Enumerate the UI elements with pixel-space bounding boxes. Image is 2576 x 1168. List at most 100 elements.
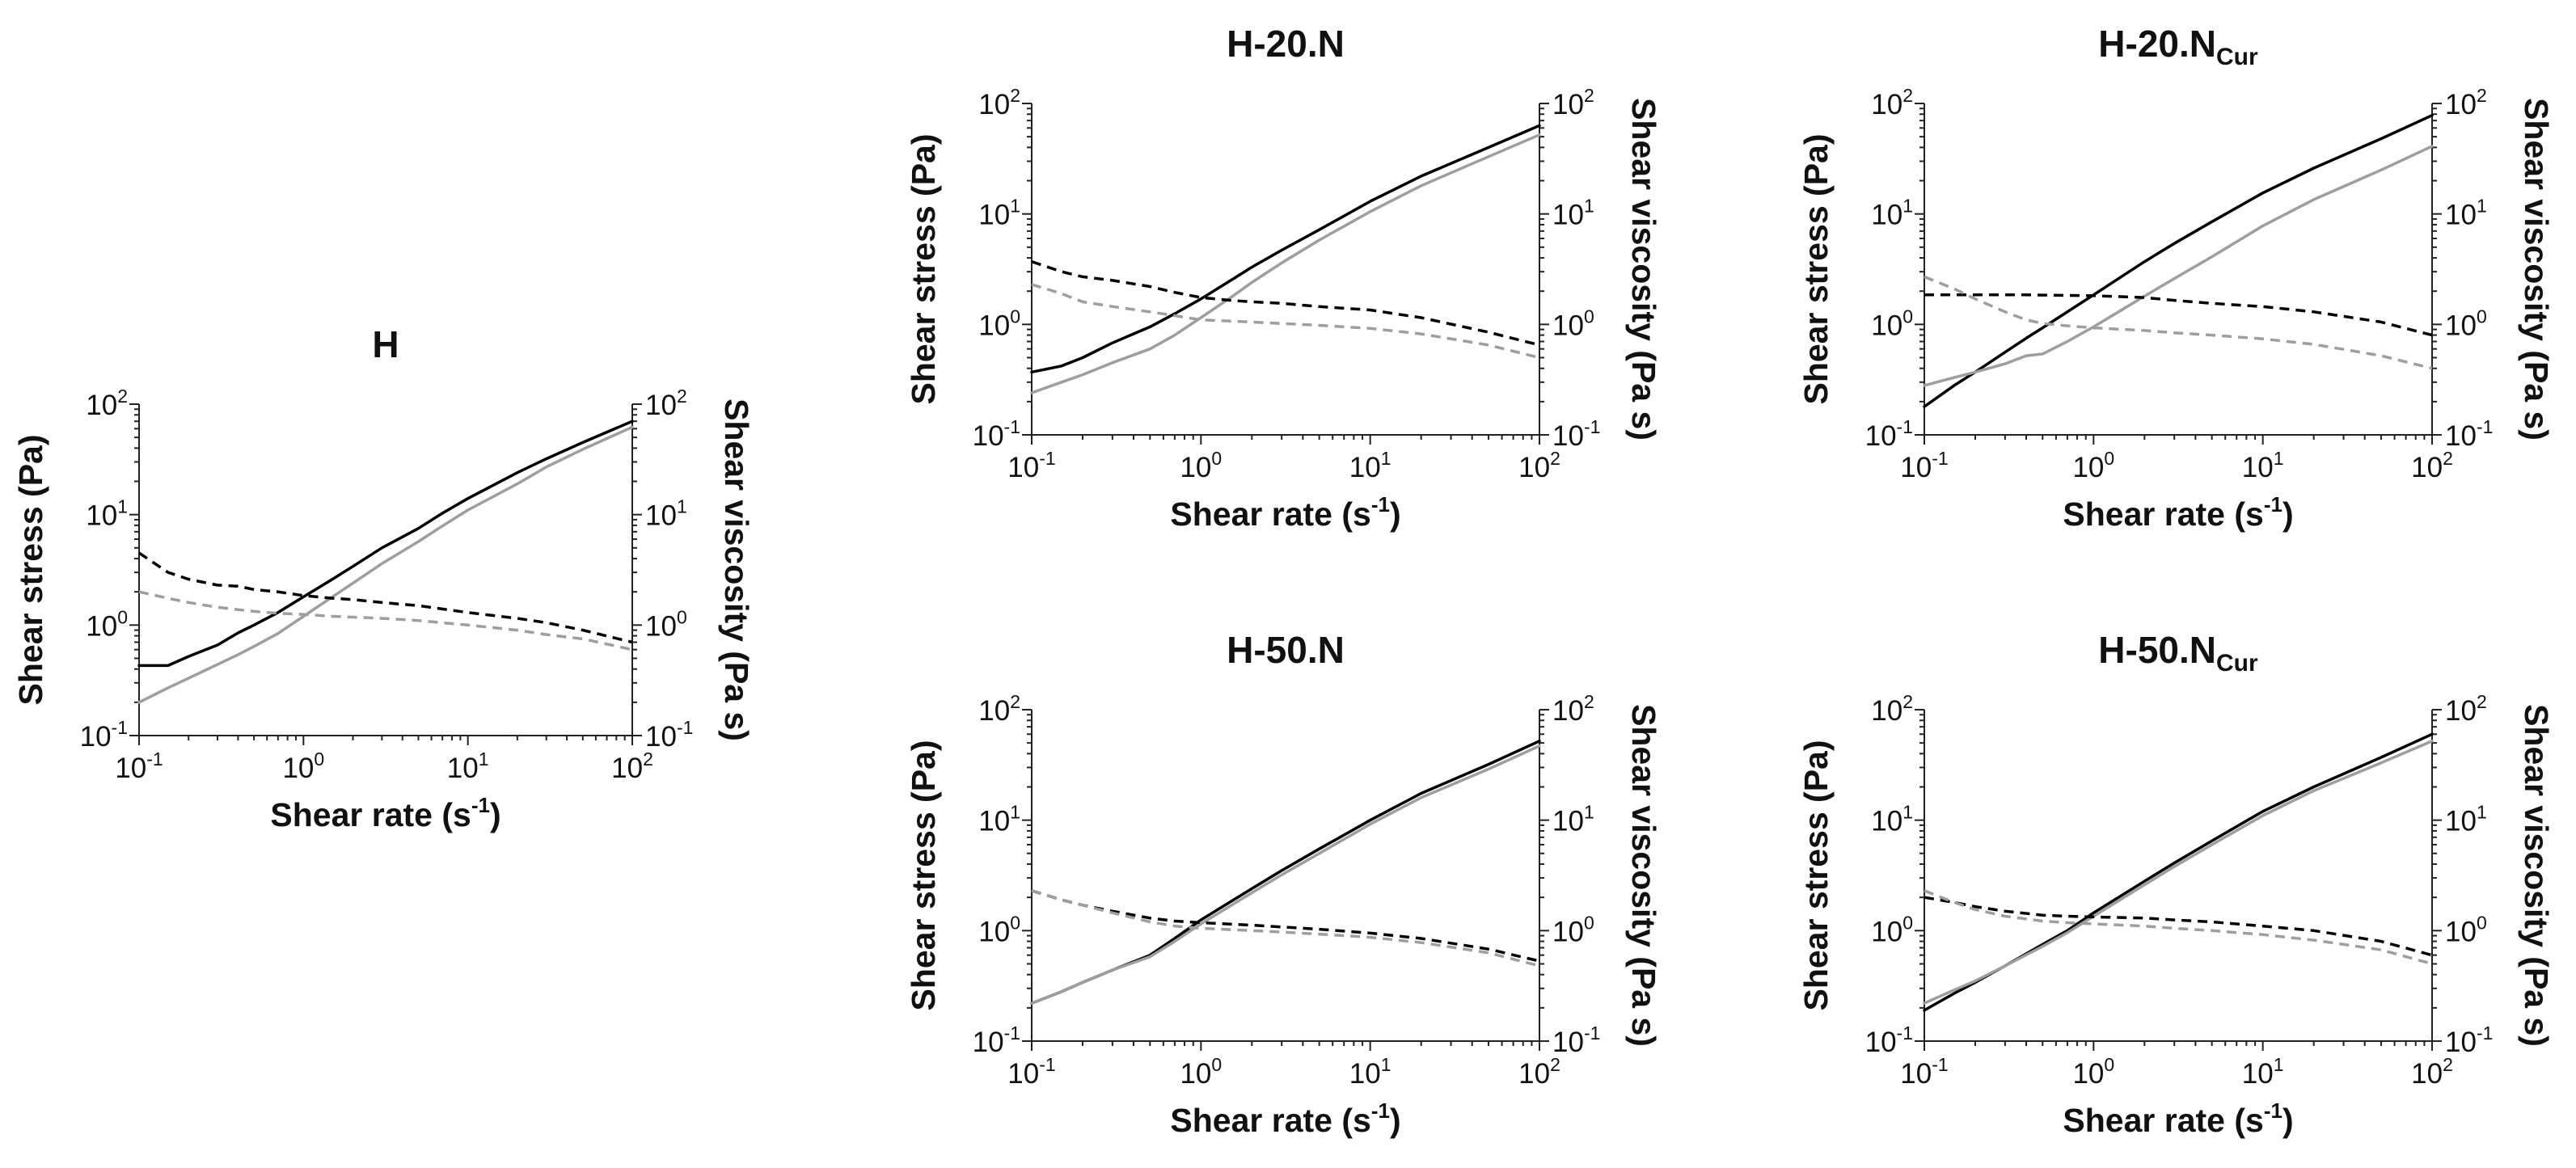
y2-tick-label: 100 [645, 606, 687, 642]
series-line-viscosity-black [138, 551, 633, 644]
x-tick-label: 101 [2242, 1054, 2284, 1090]
y2-axis-label: Shear viscosity (Pa s) [1625, 704, 1662, 1047]
series-line-viscosity-black [1031, 260, 1540, 347]
x-tick-label: 10-1 [1900, 448, 1948, 483]
y-tick-label: 101 [1871, 802, 1913, 837]
series-line-stress-black [137, 420, 634, 668]
y-tick-label: 10-1 [1865, 416, 1913, 452]
y-tick-label: 102 [978, 691, 1020, 727]
y-tick-label: 10-1 [80, 717, 128, 753]
series-line-viscosity-grey [1031, 283, 1540, 360]
y-tick-label: 102 [978, 85, 1020, 120]
y-tick-label: 101 [978, 802, 1020, 837]
y-tick-label: 102 [86, 386, 128, 421]
series-line-stress-grey [1030, 133, 1541, 394]
x-tick-label: 10-1 [115, 748, 163, 784]
series-line-viscosity-grey [1031, 889, 1540, 968]
y2-tick-label: 101 [1552, 196, 1594, 231]
y-tick-label: 10-1 [973, 416, 1020, 452]
x-axis-label: Shear rate (s-1) [2063, 492, 2293, 533]
y-tick-label: 101 [1871, 196, 1913, 231]
y2-tick-label: 102 [1552, 85, 1594, 120]
y2-axis-label: Shear viscosity (Pa s) [2518, 704, 2555, 1047]
x-tick-label: 10-1 [1900, 1054, 1948, 1090]
x-tick-label: 102 [1518, 448, 1560, 483]
y-tick-label: 10-1 [1865, 1023, 1913, 1058]
y-axis-label: Shear stress (Pa) [12, 434, 49, 705]
chart-title: H-50.N [1227, 629, 1345, 671]
chart-title: H [372, 323, 399, 365]
y-tick-label: 100 [1871, 306, 1913, 341]
x-tick-label: 101 [1349, 448, 1391, 483]
y-axis-label: Shear stress (Pa) [905, 740, 942, 1010]
x-tick-label: 100 [1180, 448, 1222, 483]
x-axis-label: Shear rate (s-1) [2063, 1098, 2293, 1139]
y2-tick-label: 10-1 [1552, 416, 1600, 452]
y2-tick-label: 10-1 [2445, 1023, 2493, 1058]
y2-axis-label: Shear viscosity (Pa s) [1625, 98, 1662, 441]
series-line-viscosity-grey [1924, 275, 2433, 370]
series-line-stress-black [1030, 124, 1541, 374]
y2-tick-label: 100 [2445, 912, 2487, 947]
x-tick-label: 102 [2411, 448, 2453, 483]
series-line-viscosity-black [1924, 293, 2433, 337]
y2-tick-label: 10-1 [1552, 1023, 1600, 1058]
y2-tick-label: 102 [2445, 691, 2487, 727]
y2-tick-label: 102 [645, 386, 687, 421]
y-tick-label: 100 [86, 606, 128, 642]
chart-title: H-20.N [1227, 23, 1345, 65]
y-axis-label: Shear stress (Pa) [905, 133, 942, 404]
x-tick-label: 10-1 [1007, 448, 1055, 483]
series-line-stress-black [1923, 113, 2434, 408]
x-tick-label: 101 [1349, 1054, 1391, 1090]
x-tick-label: 102 [1518, 1054, 1560, 1090]
y2-tick-label: 100 [2445, 306, 2487, 341]
y-tick-label: 102 [1871, 691, 1913, 727]
y-axis-label: Shear stress (Pa) [1797, 740, 1835, 1010]
x-tick-label: 100 [2072, 1054, 2114, 1090]
y-tick-label: 100 [1871, 912, 1913, 947]
y2-tick-label: 100 [1552, 306, 1594, 341]
y2-tick-label: 101 [2445, 196, 2487, 231]
series-line-stress-grey [1923, 145, 2434, 387]
y-tick-label: 10-1 [973, 1023, 1020, 1058]
y2-tick-label: 101 [645, 496, 687, 532]
chart-title: H-50.NCur [2098, 629, 2258, 677]
y2-tick-label: 102 [2445, 85, 2487, 120]
series-line-viscosity-black [1924, 896, 2433, 957]
y-tick-label: 100 [978, 306, 1020, 341]
series-line-stress-grey [1923, 740, 2434, 1005]
x-tick-label: 100 [282, 748, 324, 784]
x-tick-label: 102 [611, 748, 653, 784]
y2-tick-label: 102 [1552, 691, 1594, 727]
y2-tick-label: 10-1 [645, 717, 693, 753]
y2-tick-label: 100 [1552, 912, 1594, 947]
y2-axis-label: Shear viscosity (Pa s) [2518, 98, 2555, 441]
series-line-stress-grey [1030, 744, 1541, 1005]
x-tick-label: 100 [1180, 1054, 1222, 1090]
x-axis-label: Shear rate (s-1) [1170, 492, 1400, 533]
series-line-viscosity-black [1031, 889, 1540, 963]
y2-tick-label: 101 [1552, 802, 1594, 837]
x-axis-label: Shear rate (s-1) [270, 793, 500, 833]
series-line-viscosity-grey [1924, 889, 2433, 966]
series-line-stress-grey [137, 425, 634, 704]
x-tick-label: 101 [2242, 448, 2284, 483]
series-line-viscosity-grey [138, 590, 633, 651]
y-tick-label: 102 [1871, 85, 1913, 120]
y-tick-label: 100 [978, 912, 1020, 947]
y2-tick-label: 10-1 [2445, 416, 2493, 452]
y-tick-label: 101 [86, 496, 128, 532]
x-tick-label: 102 [2411, 1054, 2453, 1090]
x-tick-label: 101 [447, 748, 489, 784]
x-axis-label: Shear rate (s-1) [1170, 1098, 1400, 1139]
x-tick-label: 10-1 [1007, 1054, 1055, 1090]
y2-tick-label: 101 [2445, 802, 2487, 837]
x-tick-label: 100 [2072, 448, 2114, 483]
